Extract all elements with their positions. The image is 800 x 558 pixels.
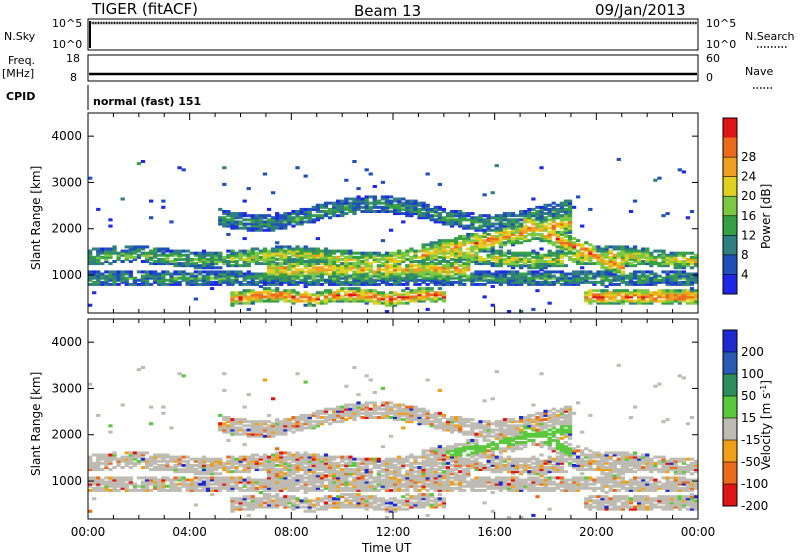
date-label: 09/Jan/2013 [595,1,686,19]
nsky-tick-lo: 10^0 [52,38,82,51]
nave-label: Nave [745,65,773,78]
colorbar-segment [723,396,737,419]
colorbar-segment [723,235,737,255]
colorbar-segment [723,177,737,197]
nsky-panel: N.Sky 10^5 10^0 10^5 10^0 N.Search [4,17,795,51]
cpid-panel: CPID normal (fast) 151 [6,85,201,110]
colorbar-tick-label: -15 [741,433,761,447]
xtick-label: 04:00 [172,525,207,539]
colorbar-segment [723,196,737,216]
colorbar-segment [723,418,737,441]
colorbar-segment [723,484,737,507]
colorbar-segment [723,216,737,236]
x-axis-title: Time UT [361,541,412,554]
nave-tick-lo: 0 [706,71,713,84]
nsky-label: N.Sky [4,30,36,43]
colorbar-segment [723,138,737,158]
freq-panel: Freq. [MHz] 18 8 60 0 Nave [2,52,773,88]
colorbar-segment [723,374,737,397]
power-heatmap-cells [88,158,698,313]
power-ylabel: Slant Range [km] [29,166,43,270]
colorbar-segment [723,440,737,463]
xtick-label: 08:00 [274,525,309,539]
power-colorbar-label: Power [dB] [759,184,773,249]
colorbar-tick-label: 100 [741,367,764,381]
colorbar-segment [723,330,737,353]
colorbar-segment [723,462,737,485]
velocity-ylabel: Slant Range [km] [29,372,43,476]
colorbar-tick-label: 4 [741,267,749,281]
colorbar-segment [723,274,737,294]
ytick-label: 2000 [51,428,82,442]
nave-tick-hi: 60 [706,52,720,65]
colorbar-tick-label: -100 [741,477,768,491]
colorbar-segment [723,255,737,275]
xtick-label: 20:00 [579,525,614,539]
nsky-tick-hi: 10^5 [52,17,82,30]
ytick-label: 4000 [51,129,82,143]
ytick-label: 4000 [51,335,82,349]
ytick-label: 3000 [51,381,82,395]
nsearch-tick-lo: 10^0 [706,38,736,51]
ytick-label: 3000 [51,175,82,189]
velocity-heatmap-cells [88,364,698,519]
xtick-label: 00:00 [681,525,716,539]
colorbar-tick-label: 16 [741,209,756,223]
freq-tick-hi: 18 [66,52,80,65]
colorbar-tick-label: 12 [741,228,756,242]
colorbar-tick-label: 200 [741,345,764,359]
nsearch-tick-hi: 10^5 [706,17,736,30]
cpid-label: CPID [6,90,35,103]
freq-unit: [MHz] [2,67,34,80]
colorbar-tick-label: -200 [741,499,768,513]
nsearch-label: N.Search [745,30,795,43]
freq-tick-lo: 8 [70,71,77,84]
colorbar-segment [723,118,737,138]
xtick-label: 00:00 [71,525,106,539]
colorbar-tick-label: 28 [741,150,756,164]
colorbar-tick-label: 50 [741,389,756,403]
xtick-label: 16:00 [477,525,512,539]
velocity-colorbar-label: Velocity [m s-1] [759,380,774,470]
colorbar-segment [723,352,737,375]
colorbar-tick-label: 24 [741,170,756,184]
freq-label: Freq. [8,54,35,67]
colorbar-tick-label: -50 [741,455,761,469]
cpid-text: normal (fast) 151 [93,95,201,108]
power-colorbar: 4 8 12 16 20 24 28 [723,118,756,295]
colorbar-tick-label: 20 [741,189,756,203]
ytick-label: 1000 [51,268,82,282]
radar-title: TIGER (fitACF) [91,0,198,18]
colorbar-tick-label: 15 [741,411,756,425]
colorbar-tick-label: 8 [741,248,749,262]
ytick-label: 2000 [51,222,82,236]
beam-label: Beam 13 [354,2,421,20]
xtick-label: 12:00 [376,525,411,539]
colorbar-segment [723,157,737,177]
ytick-label: 1000 [51,474,82,488]
